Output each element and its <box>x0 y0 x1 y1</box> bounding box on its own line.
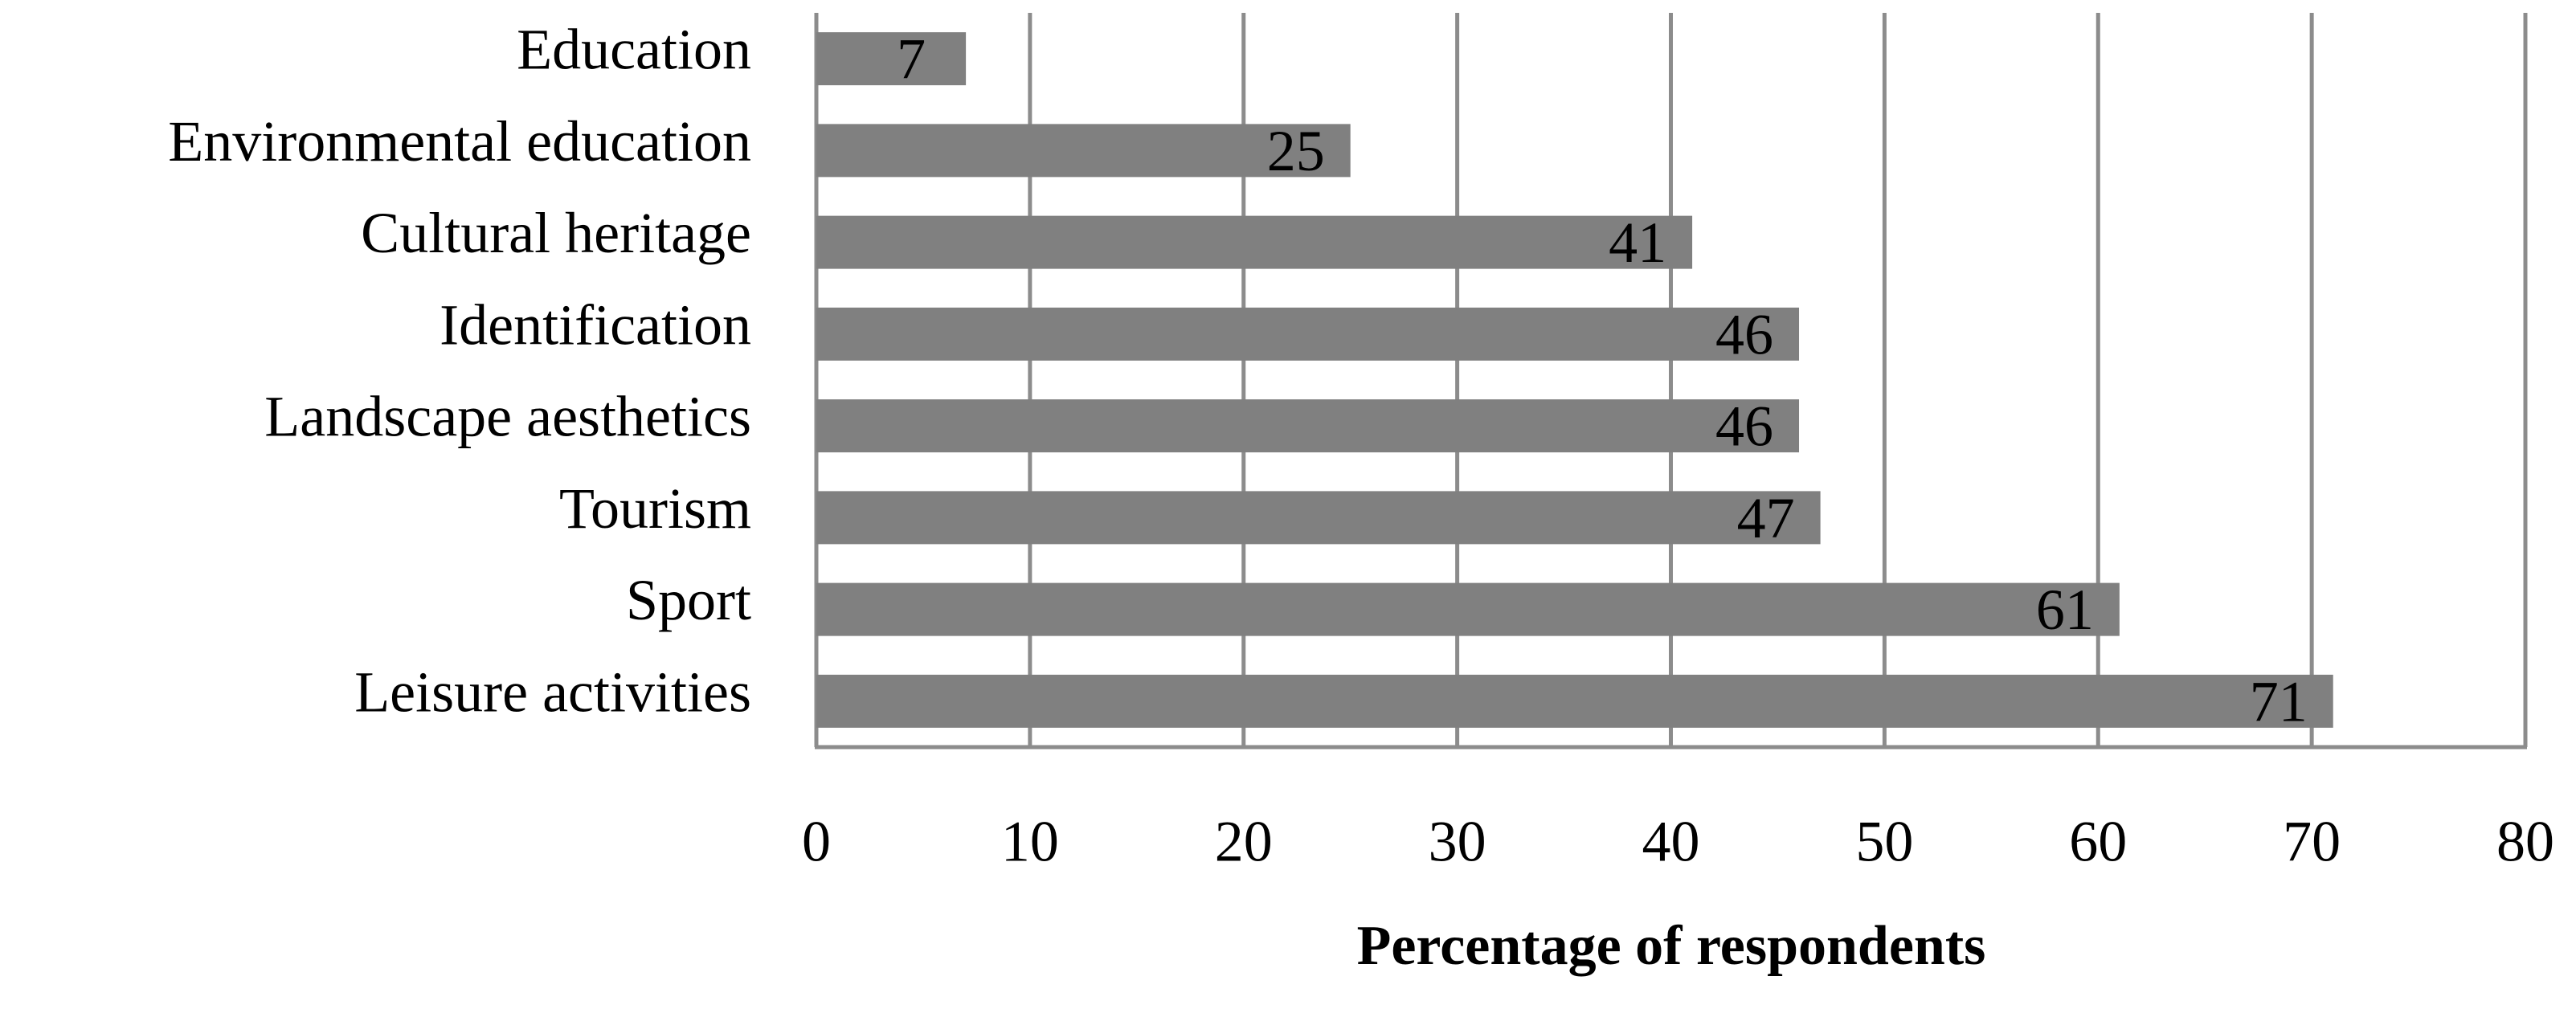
x-tick-label: 70 <box>2283 810 2341 874</box>
bar <box>816 307 1800 361</box>
data-label: 46 <box>1715 394 1773 459</box>
data-label: 71 <box>2250 669 2308 733</box>
bar <box>816 124 1351 178</box>
data-label: 47 <box>1737 486 1795 550</box>
data-label: 25 <box>1267 119 1325 183</box>
x-tick-label: 20 <box>1215 810 1273 874</box>
y-tick-label: Leisure activities <box>354 660 751 724</box>
bar <box>816 399 1800 453</box>
y-tick-label: Environmental education <box>168 109 751 174</box>
y-tick-label: Education <box>517 18 751 82</box>
x-tick-label: 50 <box>1855 810 1913 874</box>
x-tick-label: 60 <box>2069 810 2127 874</box>
x-axis-title: Percentage of respondents <box>1357 915 1986 977</box>
data-label: 46 <box>1715 302 1773 366</box>
bar <box>816 674 2333 728</box>
x-tick-label: 0 <box>802 810 831 874</box>
data-label: 7 <box>897 27 926 92</box>
bar <box>816 491 1821 545</box>
x-tick-label: 80 <box>2496 810 2554 874</box>
y-tick-label: Tourism <box>559 476 751 541</box>
y-tick-label: Landscape aesthetics <box>264 385 751 449</box>
y-tick-label: Cultural heritage <box>361 201 751 265</box>
y-tick-label: Sport <box>626 568 751 632</box>
data-label: 61 <box>2036 578 2094 642</box>
x-tick-label: 30 <box>1429 810 1486 874</box>
bar <box>816 582 2120 636</box>
y-tick-label: Identification <box>440 292 751 357</box>
data-label: 41 <box>1609 210 1666 275</box>
bar <box>816 32 967 86</box>
x-tick-label: 10 <box>1001 810 1059 874</box>
x-tick-label: 40 <box>1642 810 1700 874</box>
bar <box>816 215 1693 269</box>
